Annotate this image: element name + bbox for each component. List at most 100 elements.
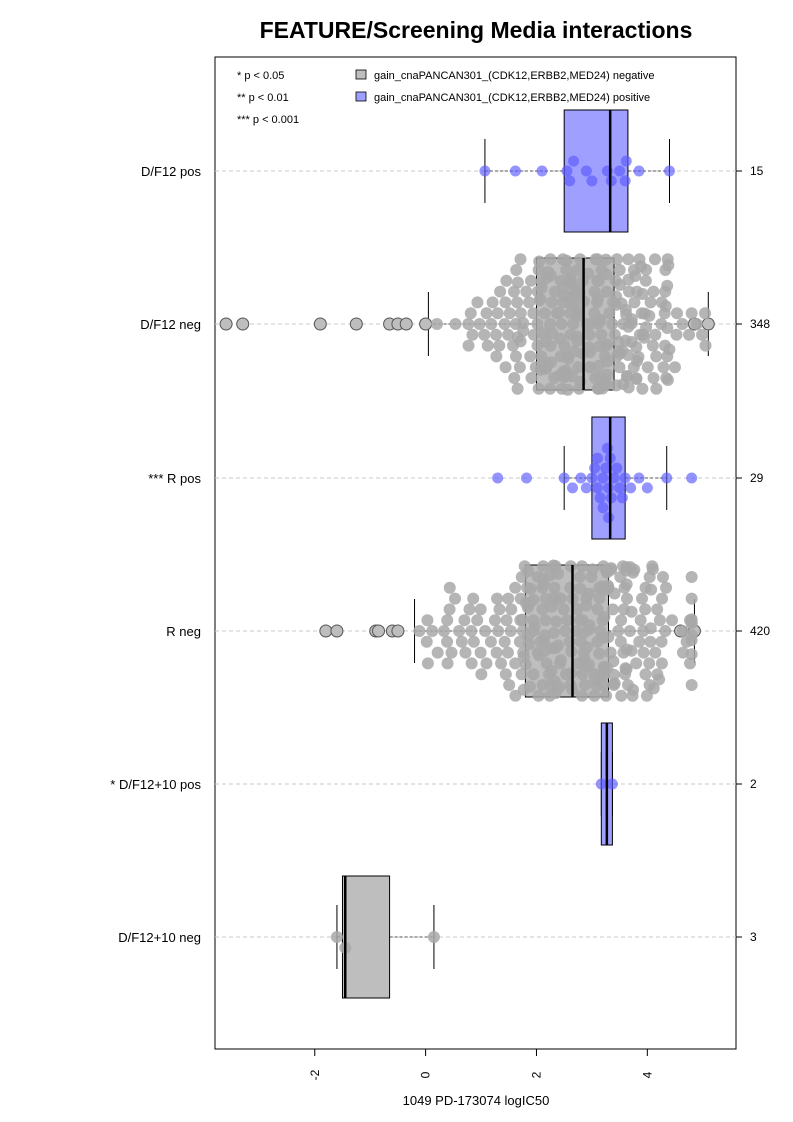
data-point [644, 635, 657, 648]
data-point [647, 285, 660, 298]
category-label: D/F12+10 neg [118, 930, 201, 945]
data-point [625, 317, 638, 330]
x-tick-label: 2 [529, 1071, 543, 1078]
data-point [586, 563, 599, 576]
data-point [591, 452, 603, 464]
chart-marks: D/F12 pos 15 D/F12 neg 348 *** R pos 29 R neg 4… [110, 109, 770, 999]
data-point [522, 564, 535, 577]
data-point [644, 622, 657, 635]
data-point [639, 668, 652, 681]
data-point [622, 253, 635, 266]
count-label: 3 [750, 930, 757, 944]
data-point [627, 683, 640, 696]
data-point [583, 587, 596, 600]
data-point [445, 646, 458, 659]
data-point [564, 175, 576, 187]
data-point [591, 253, 604, 266]
data-point [615, 614, 628, 627]
data-point [427, 931, 440, 943]
legend-positive-swatch [355, 91, 367, 102]
data-point [508, 372, 521, 384]
data-point [458, 614, 471, 627]
data-point [514, 253, 527, 266]
data-point [666, 614, 679, 627]
data-point [685, 679, 698, 691]
data-point [670, 328, 683, 341]
count-label: 15 [750, 164, 764, 178]
count-label: 29 [750, 471, 764, 485]
data-point [600, 378, 613, 391]
data-point [620, 578, 633, 591]
data-point [488, 614, 501, 627]
data-point [619, 175, 631, 187]
box [341, 875, 391, 999]
data-point [612, 625, 625, 637]
data-point [600, 268, 613, 281]
data-point [480, 307, 493, 320]
data-point [501, 646, 514, 659]
data-point [575, 689, 588, 702]
outlier-point [391, 624, 405, 638]
data-point [685, 307, 698, 320]
data-point [500, 614, 513, 627]
data-point [699, 339, 712, 352]
data-point [492, 625, 505, 637]
data-point [683, 328, 696, 341]
data-point [651, 603, 664, 616]
data-point [462, 339, 475, 352]
data-point [443, 581, 456, 594]
data-point [568, 155, 580, 167]
data-point [653, 614, 666, 627]
data-point [538, 629, 551, 642]
data-point [537, 577, 550, 590]
data-point [676, 318, 689, 330]
significance-legend-3: *** p < 0.001 [237, 114, 299, 126]
data-point [641, 482, 653, 494]
data-point [594, 315, 607, 328]
data-point [646, 339, 659, 352]
data-point [641, 361, 654, 374]
data-point [471, 614, 484, 627]
data-point [656, 571, 669, 583]
count-label: 420 [750, 624, 770, 638]
data-point [647, 682, 660, 695]
data-point [632, 350, 645, 363]
x-tick-label: -2 [308, 1069, 322, 1080]
data-point [593, 647, 606, 660]
data-point [571, 330, 584, 343]
data-point [527, 668, 540, 681]
data-point [622, 381, 635, 394]
data-point [532, 382, 545, 395]
data-point [467, 592, 480, 605]
data-point [519, 658, 532, 671]
data-point [491, 307, 504, 320]
data-point [572, 361, 585, 374]
data-point [536, 603, 549, 616]
data-point [636, 592, 649, 605]
x-axis: -2 0 2 4 [308, 1049, 654, 1080]
data-point [552, 567, 565, 580]
data-point [431, 646, 444, 659]
data-point [558, 339, 571, 352]
data-point [597, 472, 609, 484]
data-point [421, 657, 434, 670]
plot-frame [214, 56, 737, 1050]
data-point [545, 296, 558, 309]
data-point [532, 264, 545, 276]
data-point [619, 472, 631, 484]
data-point [509, 165, 521, 177]
data-point [471, 296, 484, 309]
legend-negative-swatch [355, 69, 367, 80]
data-point [441, 635, 454, 648]
data-point [547, 627, 560, 640]
chart-title: FEATURE/Screening Media interactions [260, 17, 693, 43]
data-point [636, 382, 649, 395]
data-point [625, 605, 638, 618]
data-point [523, 638, 536, 651]
outlier-point [701, 317, 715, 331]
data-point [630, 372, 643, 385]
data-point [459, 646, 472, 659]
data-point [558, 472, 570, 484]
data-point [606, 318, 619, 330]
data-point [467, 635, 480, 648]
